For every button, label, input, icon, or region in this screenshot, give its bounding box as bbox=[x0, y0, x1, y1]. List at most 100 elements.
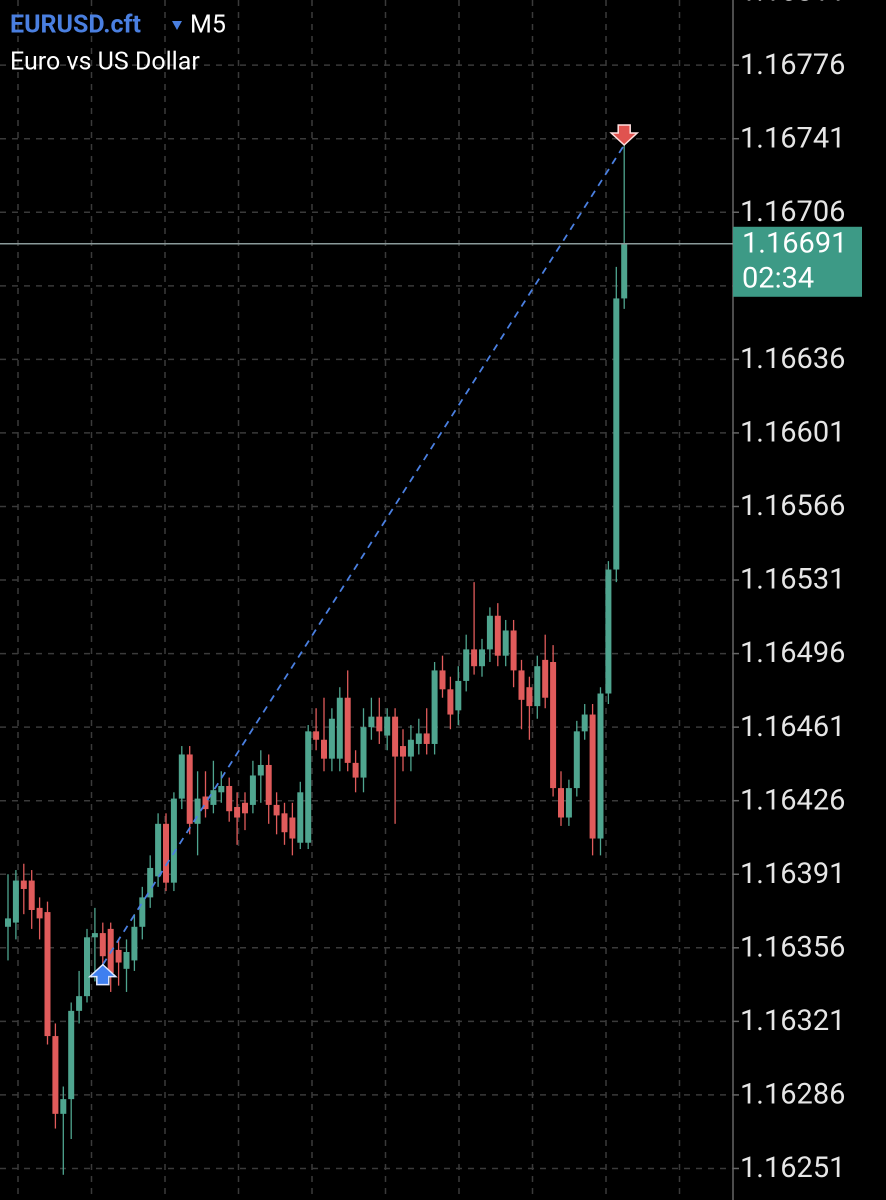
y-tick-label: 1.16636 bbox=[740, 342, 845, 376]
candle-body bbox=[534, 666, 541, 707]
candle-body bbox=[28, 880, 35, 910]
candle-body bbox=[249, 775, 256, 805]
candle-body bbox=[550, 661, 557, 789]
timeframe[interactable]: M5 bbox=[190, 11, 226, 40]
symbol-dropdown-icon[interactable] bbox=[172, 21, 182, 30]
candle-body bbox=[5, 918, 11, 927]
candle-body bbox=[573, 731, 580, 789]
candle-body bbox=[273, 804, 280, 816]
candle-body bbox=[99, 933, 106, 957]
candle-body bbox=[486, 615, 493, 650]
candle-body bbox=[20, 880, 27, 889]
y-tick-label: 1.16566 bbox=[740, 489, 845, 523]
candle-body bbox=[471, 649, 478, 667]
candle-body bbox=[479, 649, 485, 667]
candle-body bbox=[384, 716, 391, 736]
candle-body bbox=[605, 569, 612, 694]
candle-body bbox=[60, 1099, 67, 1114]
candle-body bbox=[91, 933, 98, 938]
candle-body bbox=[352, 762, 359, 778]
description: Euro vs US Dollar bbox=[10, 48, 200, 77]
y-tick-label: 1.16286 bbox=[740, 1078, 845, 1112]
candle-body bbox=[376, 716, 383, 732]
sell-arrow bbox=[609, 124, 640, 147]
y-tick-label: 1.16321 bbox=[740, 1004, 845, 1038]
candle-body bbox=[494, 615, 501, 656]
candle-body bbox=[36, 907, 43, 919]
candle-body bbox=[210, 790, 217, 805]
y-tick-label: 1.16496 bbox=[740, 636, 845, 670]
candle-body bbox=[44, 912, 51, 1037]
candle-body bbox=[621, 243, 628, 299]
symbol[interactable]: EURUSD.cft bbox=[10, 11, 141, 40]
candle-body bbox=[407, 739, 414, 757]
price-axis: 1.16251 1.16286 1.16321 1.16356 1.16391 1.164… bbox=[733, 0, 845, 1185]
candle-body bbox=[123, 952, 130, 969]
candle-body bbox=[565, 788, 572, 818]
candle-body bbox=[455, 680, 462, 711]
candle-body bbox=[321, 739, 327, 759]
candle-body bbox=[336, 697, 343, 759]
candle-body bbox=[186, 754, 193, 824]
current-price-label: 1.16691 bbox=[742, 226, 847, 260]
candle-body bbox=[518, 670, 525, 700]
y-tick-label: 1.16811 bbox=[740, 0, 845, 8]
horizontal-grid bbox=[0, 64, 733, 1170]
candle-body bbox=[542, 659, 549, 698]
candle-body bbox=[463, 649, 470, 681]
candle-body bbox=[423, 733, 430, 744]
candle-body bbox=[431, 670, 438, 744]
candle-body bbox=[328, 718, 335, 759]
candle-body bbox=[52, 1036, 59, 1114]
candle-body bbox=[218, 785, 225, 793]
candle-body bbox=[392, 716, 399, 757]
candle-body bbox=[115, 949, 122, 963]
candle-body bbox=[313, 731, 320, 740]
candle-body bbox=[84, 937, 90, 997]
y-tick-label: 1.16741 bbox=[740, 121, 845, 155]
candle-body bbox=[76, 996, 83, 1011]
candle-body bbox=[68, 1010, 75, 1100]
candle-body bbox=[12, 880, 19, 923]
candle-body bbox=[226, 785, 233, 812]
candle-body bbox=[194, 798, 201, 824]
candle-body bbox=[305, 731, 312, 843]
y-tick-label: 1.16356 bbox=[740, 930, 845, 964]
candles bbox=[5, 138, 628, 1175]
candle-body bbox=[581, 714, 588, 732]
y-tick-label: 1.16531 bbox=[740, 563, 845, 597]
candle-body bbox=[289, 817, 296, 839]
trade-line bbox=[102, 144, 625, 966]
y-tick-label: 1.16601 bbox=[740, 416, 845, 450]
candle-body bbox=[360, 727, 367, 778]
candle-body bbox=[415, 733, 422, 744]
candle-body bbox=[297, 792, 304, 843]
candle-body bbox=[178, 754, 185, 799]
candle-body bbox=[147, 867, 154, 898]
y-tick-label: 1.16251 bbox=[740, 1151, 845, 1185]
candle-body bbox=[439, 670, 446, 690]
candle-body bbox=[510, 630, 517, 671]
current-price-box bbox=[733, 226, 862, 297]
candle-body bbox=[163, 823, 169, 883]
candle-body bbox=[502, 630, 509, 656]
candle-body bbox=[234, 807, 241, 818]
candle-body bbox=[597, 693, 604, 839]
candle-body bbox=[131, 926, 138, 961]
y-tick-label: 1.16706 bbox=[740, 195, 845, 229]
y-tick-label: 1.16461 bbox=[740, 710, 845, 744]
candle-body bbox=[447, 689, 454, 715]
candle-body bbox=[281, 813, 288, 833]
candle-body bbox=[368, 716, 375, 728]
candle-body bbox=[170, 798, 177, 883]
candle-body bbox=[202, 796, 209, 810]
candle-body bbox=[257, 764, 264, 776]
candle-body bbox=[155, 823, 162, 877]
y-tick-label: 1.16776 bbox=[740, 48, 845, 82]
candle-body bbox=[589, 714, 596, 839]
candle-body bbox=[526, 687, 533, 707]
